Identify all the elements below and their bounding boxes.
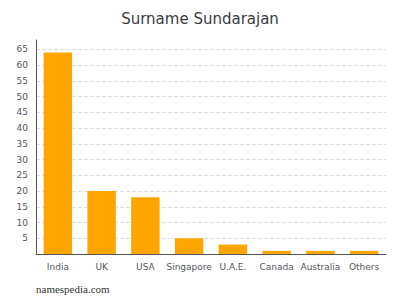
svg-text:Others: Others xyxy=(349,262,380,272)
svg-text:namespedia.com: namespedia.com xyxy=(36,283,110,295)
svg-text:Singapore: Singapore xyxy=(166,262,212,272)
svg-text:40: 40 xyxy=(17,123,29,133)
svg-text:20: 20 xyxy=(17,186,29,196)
svg-text:25: 25 xyxy=(17,170,28,180)
svg-text:Surname Sundarajan: Surname Sundarajan xyxy=(121,10,279,28)
svg-text:Australia: Australia xyxy=(300,262,340,272)
svg-text:5: 5 xyxy=(22,233,28,243)
svg-text:50: 50 xyxy=(17,92,29,102)
svg-text:USA: USA xyxy=(136,262,155,272)
svg-text:65: 65 xyxy=(17,44,28,54)
svg-text:60: 60 xyxy=(17,60,29,70)
svg-text:India: India xyxy=(47,262,69,272)
svg-text:10: 10 xyxy=(17,218,29,228)
svg-text:35: 35 xyxy=(17,139,28,149)
svg-text:U.A.E.: U.A.E. xyxy=(219,262,246,272)
svg-text:30: 30 xyxy=(17,155,29,165)
svg-text:UK: UK xyxy=(95,262,109,272)
svg-text:55: 55 xyxy=(17,76,28,86)
svg-text:45: 45 xyxy=(17,107,28,117)
svg-text:15: 15 xyxy=(17,202,28,212)
svg-text:Canada: Canada xyxy=(260,262,294,272)
